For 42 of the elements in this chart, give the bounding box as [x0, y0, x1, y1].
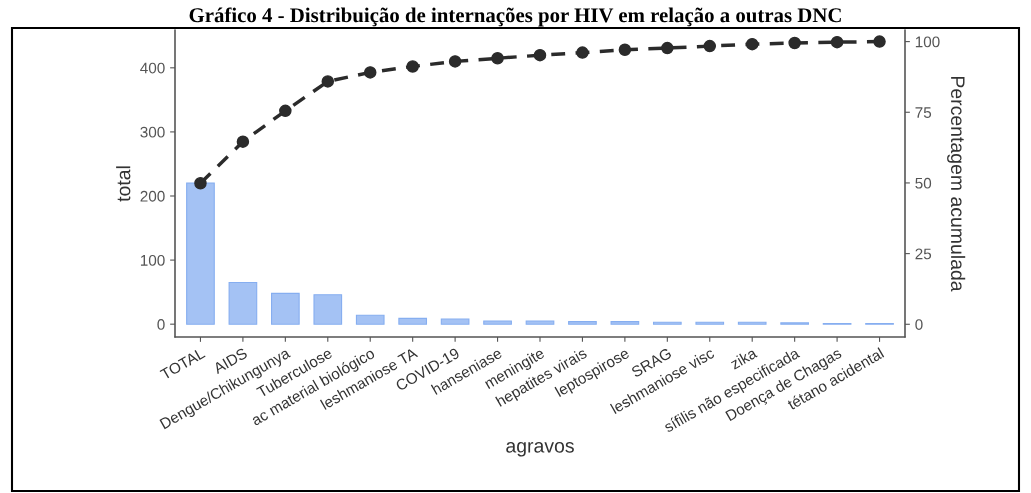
y2-tick-label: 100 — [915, 36, 940, 48]
y2-tick-label: 25 — [915, 248, 932, 260]
x-axis-title: agravos — [506, 442, 574, 457]
point — [830, 35, 844, 49]
bar — [271, 292, 300, 325]
y2-axis-title: Percentagem acumulada — [947, 77, 966, 292]
bar — [610, 321, 640, 325]
point — [448, 55, 462, 68]
point — [533, 48, 547, 62]
point — [236, 135, 250, 148]
point — [321, 75, 335, 88]
point — [491, 52, 504, 65]
y-tick-label: 400 — [140, 62, 165, 74]
point — [873, 35, 886, 48]
point — [194, 176, 207, 190]
y-axis-title: total — [116, 166, 131, 202]
chart-title: Gráfico 4 - Distribuição de internações por HIV em relação a outras DNC — [189, 7, 841, 27]
point — [406, 60, 419, 73]
bar — [483, 320, 512, 325]
y2-tick-label: 75 — [915, 107, 932, 118]
point — [703, 39, 717, 53]
point — [363, 66, 377, 79]
point — [661, 41, 674, 55]
point — [788, 36, 801, 50]
bar — [313, 294, 343, 325]
bar — [525, 320, 555, 325]
point — [618, 43, 632, 57]
bar — [355, 314, 385, 325]
y-tick-label: 0 — [157, 319, 165, 330]
point — [279, 104, 292, 118]
point — [576, 46, 589, 59]
bar — [186, 182, 215, 325]
y-tick-label: 200 — [140, 190, 165, 202]
bar — [440, 318, 470, 325]
y-tick-label: 300 — [140, 126, 165, 138]
point — [745, 37, 759, 51]
y2-tick-label: 0 — [915, 319, 923, 330]
y-tick-label: 100 — [140, 254, 165, 266]
bar — [398, 317, 428, 325]
y2-tick-label: 50 — [915, 177, 932, 189]
bar — [568, 321, 597, 325]
bar — [228, 281, 258, 325]
